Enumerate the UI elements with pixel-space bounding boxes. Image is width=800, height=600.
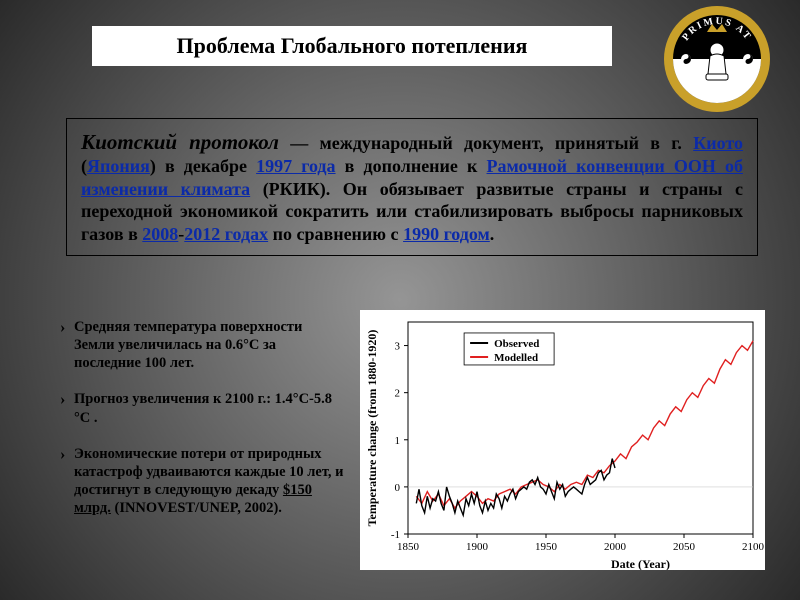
title-box: Проблема Глобального потепления [92,26,612,66]
link-japan[interactable]: Япония [87,156,150,176]
bullet-list: Средняя температура поверхности Земли ув… [60,318,345,535]
svg-text:0: 0 [395,482,401,494]
svg-text:2: 2 [395,388,401,400]
svg-text:Date (Year): Date (Year) [611,557,670,570]
link-1990[interactable]: 1990 годом [403,224,490,244]
list-item: Средняя температура поверхности Земли ув… [60,318,345,372]
svg-text:Modelled: Modelled [494,352,538,364]
list-item: Прогноз увеличения к 2100 г.: 1.4°С-5.8 … [60,390,345,426]
svg-text:1850: 1850 [397,541,420,553]
link-1997[interactable]: 1997 года [256,156,335,176]
svg-text:2050: 2050 [673,541,696,553]
temperature-chart: -1 0 1 2 3 1850 1900 1950 2000 2050 2100 Temperatur… [360,310,765,570]
svg-text:2100: 2100 [742,541,765,553]
kyoto-paragraph-box: Киотский протокол — международный докуме… [66,118,758,256]
svg-text:3: 3 [395,341,401,353]
link-2012[interactable]: 2012 годах [184,224,268,244]
svg-text:2000: 2000 [604,541,627,553]
svg-text:Observed: Observed [494,338,539,350]
page-title: Проблема Глобального потепления [177,33,528,59]
crest-logo: PRIMUS AT PRIMUS INTER PARES [662,4,772,114]
svg-text:1950: 1950 [535,541,558,553]
svg-text:-1: -1 [391,529,400,541]
svg-text:Temperature change (from 1880-: Temperature change (from 1880-1920) [365,330,379,527]
list-item: Экономические потери от природных катаст… [60,445,345,518]
svg-text:1900: 1900 [466,541,489,553]
svg-text:1: 1 [395,435,401,447]
kyoto-paragraph: Киотский протокол — международный докуме… [81,129,743,245]
link-kyoto[interactable]: Киото [693,133,743,153]
link-2008[interactable]: 2008 [142,224,178,244]
